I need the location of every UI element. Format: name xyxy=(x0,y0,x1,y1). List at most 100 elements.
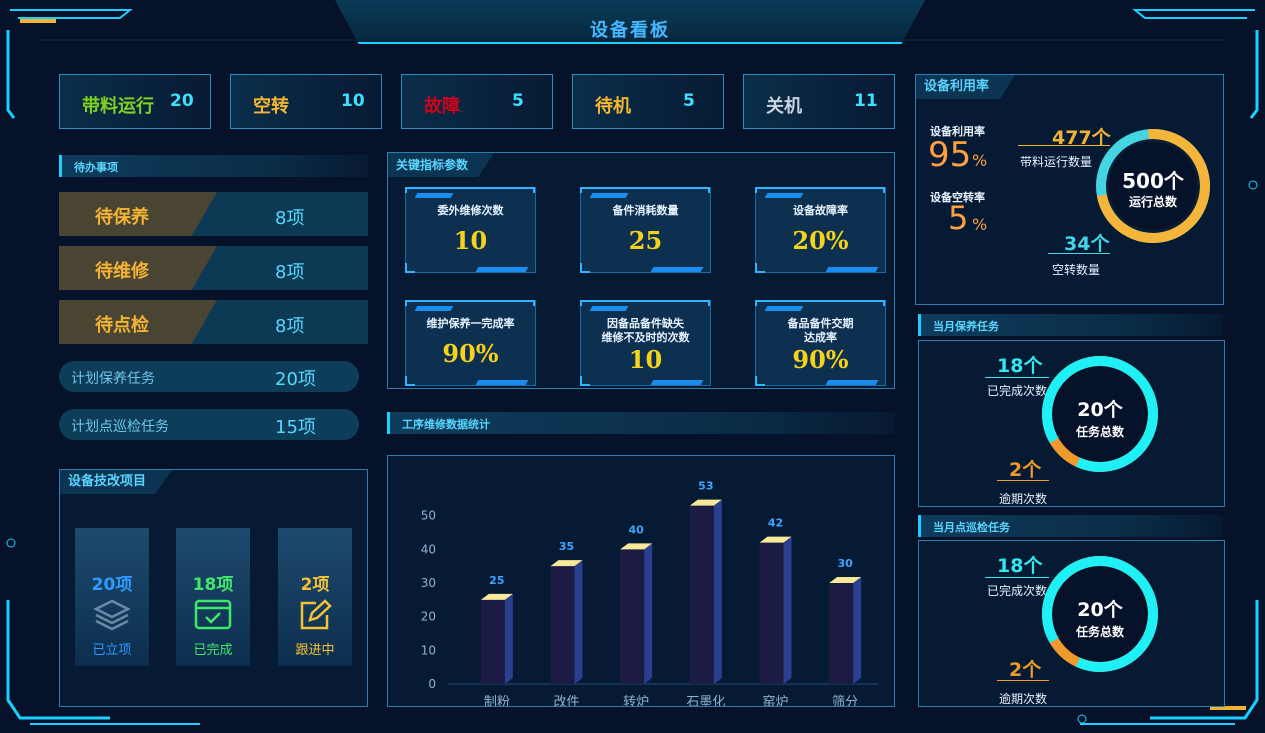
kpi-stripe xyxy=(650,380,704,385)
kpi-stripe xyxy=(589,306,629,311)
kpi-corner xyxy=(755,187,885,193)
plan-item[interactable]: 计划点巡检任务 15项 xyxy=(59,409,359,440)
utilization-rate-label: 设备利用率 xyxy=(930,125,985,138)
utilization-total: 500个 xyxy=(1122,169,1184,193)
kpi-card[interactable]: 因备品备件缺失 维修不及时的次数 10 xyxy=(580,300,711,386)
kpi-title: 关键指标参数 xyxy=(388,153,495,177)
status-label: 故障 xyxy=(424,96,460,117)
overdue-underline xyxy=(997,680,1049,681)
todo-label: 待维修 xyxy=(95,261,149,282)
overdue-count: 2个 xyxy=(1009,459,1042,481)
tech-card[interactable]: 20项已立项 xyxy=(75,528,149,666)
kpi-card[interactable]: 备件消耗数量 25 xyxy=(580,187,711,273)
repair-chart-title: 工序维修数据统计 xyxy=(402,418,490,431)
done-underline xyxy=(985,377,1049,378)
tech-card-value: 2项 xyxy=(300,575,330,595)
status-value: 11 xyxy=(854,91,878,111)
kpi-value: 10 xyxy=(453,226,488,255)
done-label: 已完成次数 xyxy=(987,384,1048,398)
repair-bar-chart: 0 10 20 30 40 50 25 制粉 35 改件 40 转炉 53 石墨化 42 窑炉 30 筛分 xyxy=(421,480,878,710)
status-box[interactable]: 关机 11 xyxy=(743,74,895,129)
utilization-panel: 设备利用率 设备利用率 95 % 设备空转率 5 % 477个 带料运行数量 5… xyxy=(915,74,1224,305)
bar xyxy=(829,583,854,684)
status-box[interactable]: 故障 5 xyxy=(401,74,553,129)
todo-tag: 待保养 xyxy=(59,192,217,236)
todo-header: 待办事项 xyxy=(59,155,368,177)
x-tick-label: 转炉 xyxy=(623,695,649,706)
inspect-panel: 18个 已完成次数 20个 任务总数 2个 逾期次数 xyxy=(918,540,1225,707)
tech-card[interactable]: 18项 已完成 xyxy=(176,528,250,666)
bar xyxy=(480,599,505,684)
done-count: 18个 xyxy=(997,555,1043,577)
layers-icon xyxy=(93,598,131,632)
y-tick-label: 10 xyxy=(421,643,436,657)
status-value: 10 xyxy=(341,91,365,111)
status-label: 空转 xyxy=(253,96,289,117)
kpi-stripe xyxy=(589,193,629,198)
status-box[interactable]: 带料运行 20 xyxy=(59,74,211,129)
bar-top xyxy=(620,543,653,550)
y-tick-label: 20 xyxy=(421,610,436,624)
utilization-title: 设备利用率 xyxy=(916,75,1016,99)
plan-item[interactable]: 计划保养任务 20项 xyxy=(59,361,359,392)
todo-item[interactable]: 待点检 8项 xyxy=(59,300,368,344)
idle-rate-value: 5 xyxy=(948,199,969,237)
status-box[interactable]: 空转 10 xyxy=(230,74,382,129)
tech-card-label: 已立项 xyxy=(92,643,132,658)
kpi-card[interactable]: 委外维修次数 10 xyxy=(405,187,536,273)
overdue-label: 逾期次数 xyxy=(999,492,1048,506)
kpi-card[interactable]: 设备故障率 20% xyxy=(755,187,886,273)
kpi-value: 20% xyxy=(792,226,849,255)
status-box[interactable]: 待机 5 xyxy=(572,74,724,129)
maint-title: 当月保养任务 xyxy=(933,320,999,333)
y-tick-label: 30 xyxy=(421,576,436,590)
x-tick-label: 改件 xyxy=(553,695,579,706)
kpi-card[interactable]: 维护保养一完成率 90% xyxy=(405,300,536,386)
kpi-corner xyxy=(755,300,885,306)
task-total-label: 任务总数 xyxy=(1075,425,1124,439)
todo-tag: 待维修 xyxy=(59,246,217,290)
kpi-label: 维护保养一完成率 xyxy=(426,317,515,330)
bar xyxy=(689,505,714,684)
utilization-rate-unit: % xyxy=(972,151,988,170)
task-ring xyxy=(1041,556,1158,672)
utilization-ring xyxy=(1096,129,1210,243)
todo-item[interactable]: 待保养 8项 xyxy=(59,192,368,236)
y-tick-label: 40 xyxy=(421,542,436,556)
kpi-stripe xyxy=(764,193,804,198)
tech-title: 设备技改项目 xyxy=(60,470,173,494)
status-value: 5 xyxy=(512,91,524,111)
run-count-label: 带料运行数量 xyxy=(1020,155,1093,169)
kpi-corner xyxy=(580,376,590,386)
bar-side xyxy=(853,577,862,684)
kpi-label: 备品备件交期 达成率 xyxy=(787,317,854,344)
tech-card-value: 20项 xyxy=(91,575,133,595)
kpi-stripe xyxy=(475,380,529,385)
bar-value-label: 42 xyxy=(768,517,783,530)
bar-top xyxy=(550,560,583,567)
run-count-underline xyxy=(1018,145,1110,146)
kpi-corner xyxy=(580,300,710,306)
bar xyxy=(759,542,784,684)
todo-item[interactable]: 待维修 8项 xyxy=(59,246,368,290)
todo-count: 8项 xyxy=(275,208,305,229)
plan-count: 20项 xyxy=(275,369,316,390)
bar-top xyxy=(759,536,792,543)
kpi-corner xyxy=(580,187,710,193)
todo-tag: 待点检 xyxy=(59,300,217,344)
kpi-corner xyxy=(755,376,765,386)
status-label: 待机 xyxy=(595,96,631,117)
x-tick-label: 石墨化 xyxy=(686,695,725,706)
task-total-label: 任务总数 xyxy=(1075,625,1124,639)
kpi-value: 90% xyxy=(792,345,849,374)
kpi-corner xyxy=(405,187,535,193)
check-card-icon xyxy=(194,598,232,632)
bar-top xyxy=(829,577,862,583)
todo-label: 待点检 xyxy=(95,315,149,336)
kpi-card[interactable]: 备品备件交期 达成率 90% xyxy=(755,300,886,386)
kpi-stripe xyxy=(764,306,804,311)
tech-card[interactable]: 2项 跟进中 xyxy=(278,528,352,666)
kpi-stripe xyxy=(475,267,529,272)
kpi-corner xyxy=(405,263,415,273)
kpi-corner xyxy=(755,263,765,273)
